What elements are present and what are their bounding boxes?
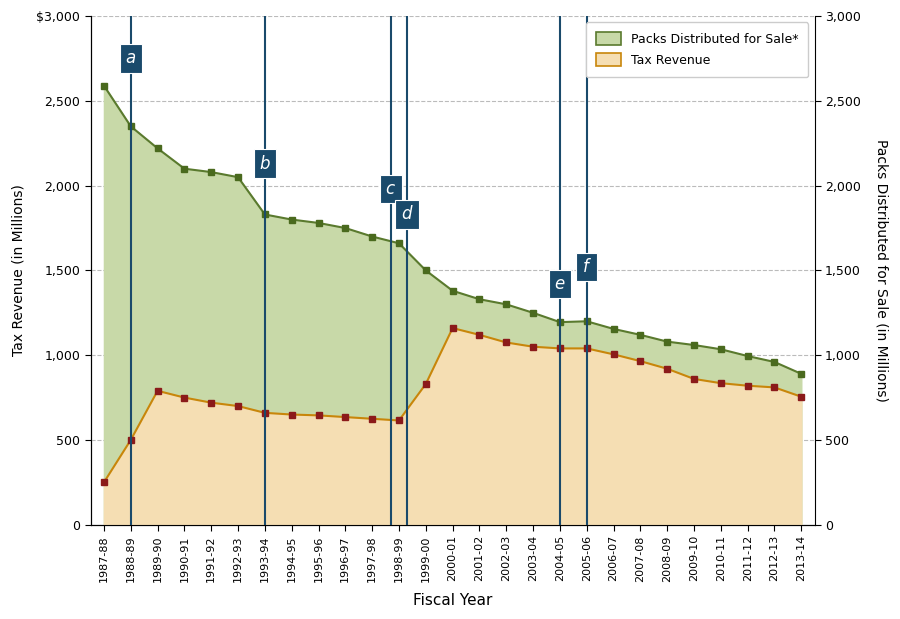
Text: $\mathit{f}$: $\mathit{f}$ — [581, 258, 591, 276]
Text: $\mathit{c}$: $\mathit{c}$ — [385, 180, 396, 198]
Text: $\mathit{b}$: $\mathit{b}$ — [259, 155, 271, 173]
Legend: Packs Distributed for Sale*, Tax Revenue: Packs Distributed for Sale*, Tax Revenue — [586, 22, 808, 77]
X-axis label: Fiscal Year: Fiscal Year — [413, 593, 492, 608]
Text: $\mathit{e}$: $\mathit{e}$ — [554, 275, 565, 293]
Y-axis label: Packs Distributed for Sale (in Millions): Packs Distributed for Sale (in Millions) — [875, 139, 889, 402]
Text: $\mathit{d}$: $\mathit{d}$ — [400, 206, 413, 223]
Text: $\mathit{a}$: $\mathit{a}$ — [125, 50, 136, 67]
Y-axis label: Tax Revenue (in Millions): Tax Revenue (in Millions) — [11, 184, 25, 357]
